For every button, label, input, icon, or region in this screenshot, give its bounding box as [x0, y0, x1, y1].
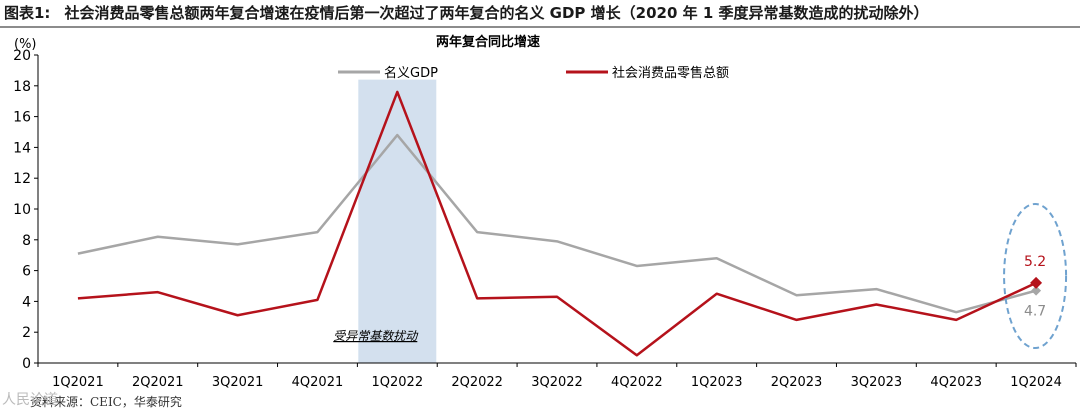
- x-tick-label: 2Q2022: [451, 375, 503, 390]
- x-tick-label: 3Q2022: [531, 375, 583, 390]
- x-tick-label: 1Q2022: [372, 375, 424, 390]
- title-divider: [0, 26, 1080, 28]
- y-tick-label: 14: [13, 140, 31, 156]
- y-tick-label: 2: [22, 325, 31, 341]
- y-tick-label: 20: [13, 48, 31, 64]
- retail-endpoint-label: 5.2: [1024, 254, 1046, 270]
- legend-label: 社会消费品零售总额: [612, 65, 729, 81]
- watermark-logo: 人民论道: [2, 392, 58, 408]
- figure-number: 图表1:: [4, 4, 51, 22]
- y-unit-label: (%): [14, 37, 37, 52]
- y-tick-label: 0: [22, 356, 31, 372]
- retail-sales-series-line: [77, 90, 1037, 357]
- chart-subtitle: 两年复合同比增速: [436, 34, 540, 50]
- x-tick-label: 4Q2021: [292, 375, 344, 390]
- y-tick-label: 4: [22, 294, 31, 310]
- x-tick-label: 4Q2022: [611, 375, 663, 390]
- x-tick-label: 1Q2023: [691, 375, 743, 390]
- x-tick-label: 2Q2021: [132, 375, 184, 390]
- x-tick-label: 1Q2021: [52, 375, 104, 390]
- gdp-endpoint-marker: [1031, 285, 1042, 296]
- y-tick-label: 8: [22, 233, 31, 249]
- x-tick-label: 2Q2023: [771, 375, 823, 390]
- gdp-endpoint-label: 4.7: [1024, 304, 1046, 320]
- y-tick-label: 10: [13, 202, 31, 218]
- shaded-period-band: [358, 79, 437, 363]
- y-tick-label: 12: [13, 171, 31, 187]
- retail-endpoint-marker: [1030, 276, 1043, 289]
- shaded-period-label: 受异常基数扰动: [333, 329, 419, 343]
- x-tick-label: 3Q2023: [851, 375, 903, 390]
- y-tick-label: 6: [22, 264, 31, 280]
- figure-title-text: 社会消费品零售总额两年复合增速在疫情后第一次超过了两年复合的名义 GDP 增长（…: [64, 4, 929, 22]
- highlight-ellipse: [1003, 203, 1068, 349]
- source-note: 人民论道 资料来源：CEIC，华泰研究: [2, 392, 182, 410]
- gdp-series-line: [77, 133, 1037, 314]
- figure-title: 图表1: 社会消费品零售总额两年复合增速在疫情后第一次超过了两年复合的名义 GDP…: [4, 2, 1076, 23]
- source-text: 资料来源：CEIC，华泰研究: [30, 395, 182, 409]
- x-tick-label: 4Q2023: [930, 375, 982, 390]
- y-tick-label: 16: [13, 110, 31, 126]
- x-tick-label: 1Q2024: [1010, 375, 1062, 390]
- y-tick-label: 18: [13, 79, 31, 95]
- x-tick-label: 3Q2021: [212, 375, 264, 390]
- legend-label: 名义GDP: [384, 65, 438, 81]
